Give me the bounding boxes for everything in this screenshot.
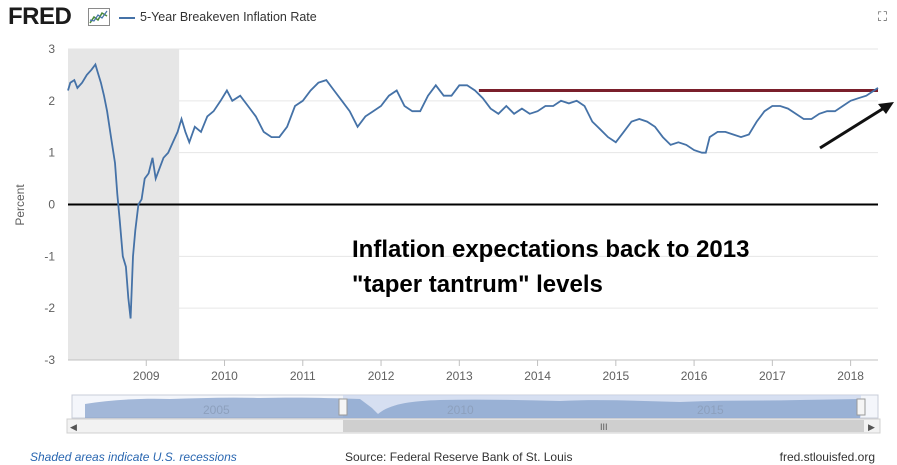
legend-swatch: [119, 17, 135, 19]
y-tick-label-5: 2: [48, 94, 55, 108]
x-tick-label-5: 2014: [524, 369, 551, 383]
site-link[interactable]: fred.stlouisfed.org: [779, 450, 875, 464]
x-tick-label-0: 2009: [133, 369, 160, 383]
navigator-left-handle[interactable]: [338, 398, 348, 416]
chart-footer: Shaded areas indicate U.S. recessions So…: [0, 448, 897, 465]
series-title: 5-Year Breakeven Inflation Rate: [140, 10, 317, 24]
navigator-year-0: 2005: [203, 403, 230, 417]
y-tick-label-6: 3: [48, 42, 55, 56]
x-tick-label-4: 2013: [446, 369, 473, 383]
x-tick-label-3: 2012: [368, 369, 395, 383]
recession-note-link[interactable]: Shaded areas indicate U.S. recessions: [30, 450, 237, 464]
y-tick-layer: -3 -2 -1 0 1 2 3: [44, 42, 55, 367]
navigator-year-2: 2015: [697, 403, 724, 417]
x-tick-label-7: 2016: [681, 369, 708, 383]
trend-arrow-shaft: [819, 106, 885, 150]
x-tick-label-9: 2018: [837, 369, 864, 383]
y-axis-label: Percent: [13, 184, 27, 226]
y-tick-label-3: 0: [48, 198, 55, 212]
scrollbar-grip-icon[interactable]: III: [600, 422, 608, 432]
scroll-left-arrow-icon[interactable]: ◀: [70, 423, 77, 433]
y-tick-label-2: -1: [44, 249, 55, 263]
fred-logo[interactable]: FRED: [8, 3, 72, 30]
y-tick-label-1: -2: [44, 301, 55, 315]
scrollbar[interactable]: III ◀ ▶: [66, 418, 881, 434]
navigator-year-1: 2010: [447, 403, 474, 417]
trend-arrow: [819, 102, 894, 150]
navigator-series: [85, 397, 860, 418]
chart-header: FRED 5-Year Breakeven Inflation Rate ⛶: [0, 0, 897, 38]
range-navigator[interactable]: 2005 2010 2015: [71, 394, 879, 419]
x-tick-layer: 2009 2010 2011 2012 2013 2014 2015 2016 2017 2018: [68, 359, 878, 383]
trend-arrow-head: [878, 102, 894, 114]
x-tick-label-6: 2015: [602, 369, 629, 383]
x-tick-label-2: 2011: [290, 369, 316, 383]
x-tick-label-1: 2010: [211, 369, 238, 383]
series-line: [67, 62, 879, 319]
annotation-line-2: "taper tantrum" levels: [352, 271, 603, 298]
y-tick-label-4: 1: [48, 146, 55, 160]
annotation-line-1: Inflation expectations back to 2013: [352, 236, 749, 263]
navigator-right-handle[interactable]: [856, 398, 866, 416]
y-tick-label-0: -3: [44, 353, 55, 367]
fullscreen-icon[interactable]: ⛶: [877, 9, 887, 24]
source-text: Source: Federal Reserve Bank of St. Loui…: [345, 450, 573, 464]
x-tick-label-8: 2017: [759, 369, 786, 383]
scrollbar-thumb[interactable]: [343, 420, 864, 432]
scroll-right-arrow-icon[interactable]: ▶: [868, 423, 875, 433]
fred-graph-icon: [88, 8, 110, 26]
